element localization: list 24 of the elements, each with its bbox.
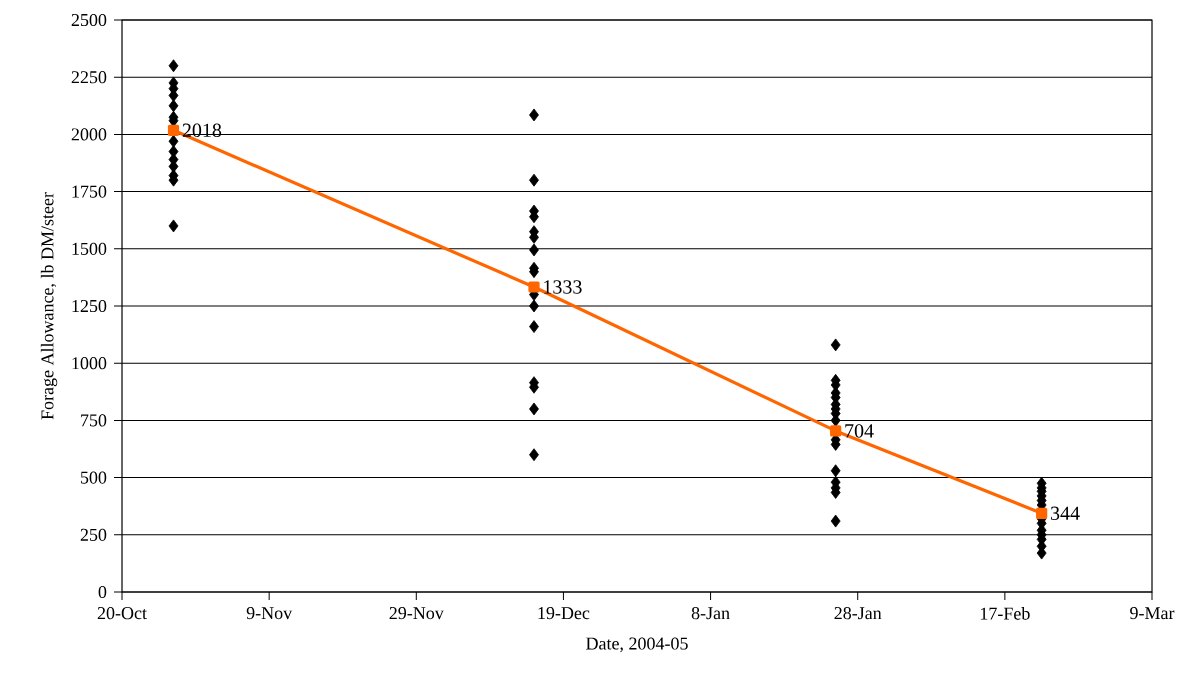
y-tick-label: 750 bbox=[81, 414, 107, 427]
data-label: 1333 bbox=[544, 280, 582, 294]
y-tick-label: 1000 bbox=[72, 357, 107, 370]
y-tick-label: 1750 bbox=[72, 185, 107, 198]
x-tick-label: 19-Dec bbox=[538, 607, 590, 620]
y-tick-label: 500 bbox=[80, 471, 107, 484]
x-tick-label: 28-Jan bbox=[834, 607, 882, 620]
y-tick-label: 2250 bbox=[71, 71, 107, 84]
y-axis-title: Forage Allowance, lb DM/steer bbox=[40, 192, 58, 420]
y-tick-label: 1500 bbox=[72, 242, 107, 255]
y-tick-label: 250 bbox=[80, 528, 107, 541]
x-tick-label: 17-Feb bbox=[980, 607, 1030, 620]
y-tick-label: 2000 bbox=[71, 128, 107, 141]
y-tick-label: 1250 bbox=[72, 299, 107, 313]
data-label: 344 bbox=[1051, 506, 1080, 521]
y-tick-label: 0 bbox=[98, 585, 107, 599]
x-axis-title: Date, 2004-05 bbox=[586, 637, 688, 653]
x-tick-label: 9-Nov bbox=[246, 607, 293, 620]
x-tick-label: 9-Mar bbox=[1130, 607, 1175, 620]
x-tick-label: 20-Oct bbox=[97, 607, 147, 620]
data-label: 704 bbox=[845, 424, 874, 438]
y-tick-label: 2500 bbox=[71, 13, 107, 27]
x-tick-label: 29-Nov bbox=[389, 607, 444, 620]
x-tick-label: 8-Jan bbox=[691, 607, 730, 620]
